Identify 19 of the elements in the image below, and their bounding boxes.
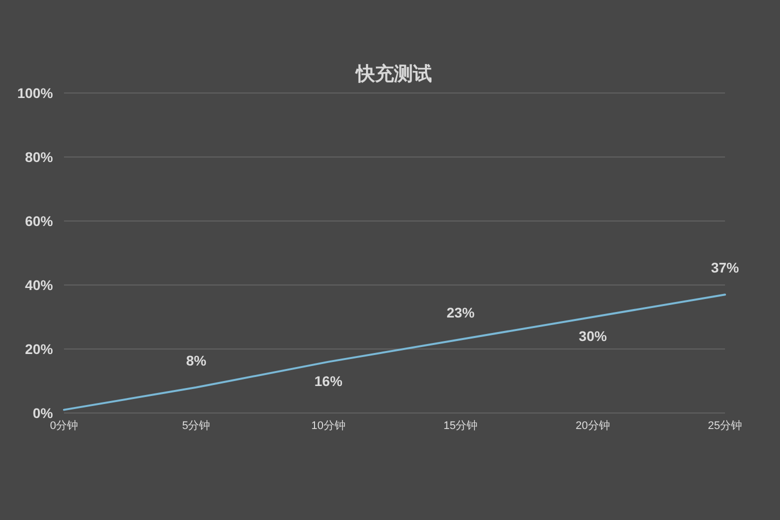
y-tick-label: 80% xyxy=(24,149,54,165)
x-tick-label: 15分钟 xyxy=(443,420,478,432)
x-tick-label: 5分钟 xyxy=(182,420,210,432)
data-label: 30% xyxy=(578,328,608,344)
x-tick-label: 25分钟 xyxy=(708,420,742,432)
y-tick-label: 40% xyxy=(24,277,54,293)
data-label: 16% xyxy=(314,372,343,389)
line-series xyxy=(63,294,726,411)
y-tick-label: 100% xyxy=(17,85,54,101)
y-tick-label: 20% xyxy=(24,341,54,357)
data-label: 8% xyxy=(186,352,207,368)
x-tick-label: 10分钟 xyxy=(311,420,346,432)
y-tick-label: 0% xyxy=(32,405,54,421)
x-tick-label: 20分钟 xyxy=(576,420,610,432)
y-tick-label: 60% xyxy=(24,213,54,229)
chart-title: 快充测试 xyxy=(354,63,432,85)
x-tick-label: 0分钟 xyxy=(50,420,78,432)
data-label: 37% xyxy=(710,260,740,276)
data-label: 23% xyxy=(446,304,476,320)
